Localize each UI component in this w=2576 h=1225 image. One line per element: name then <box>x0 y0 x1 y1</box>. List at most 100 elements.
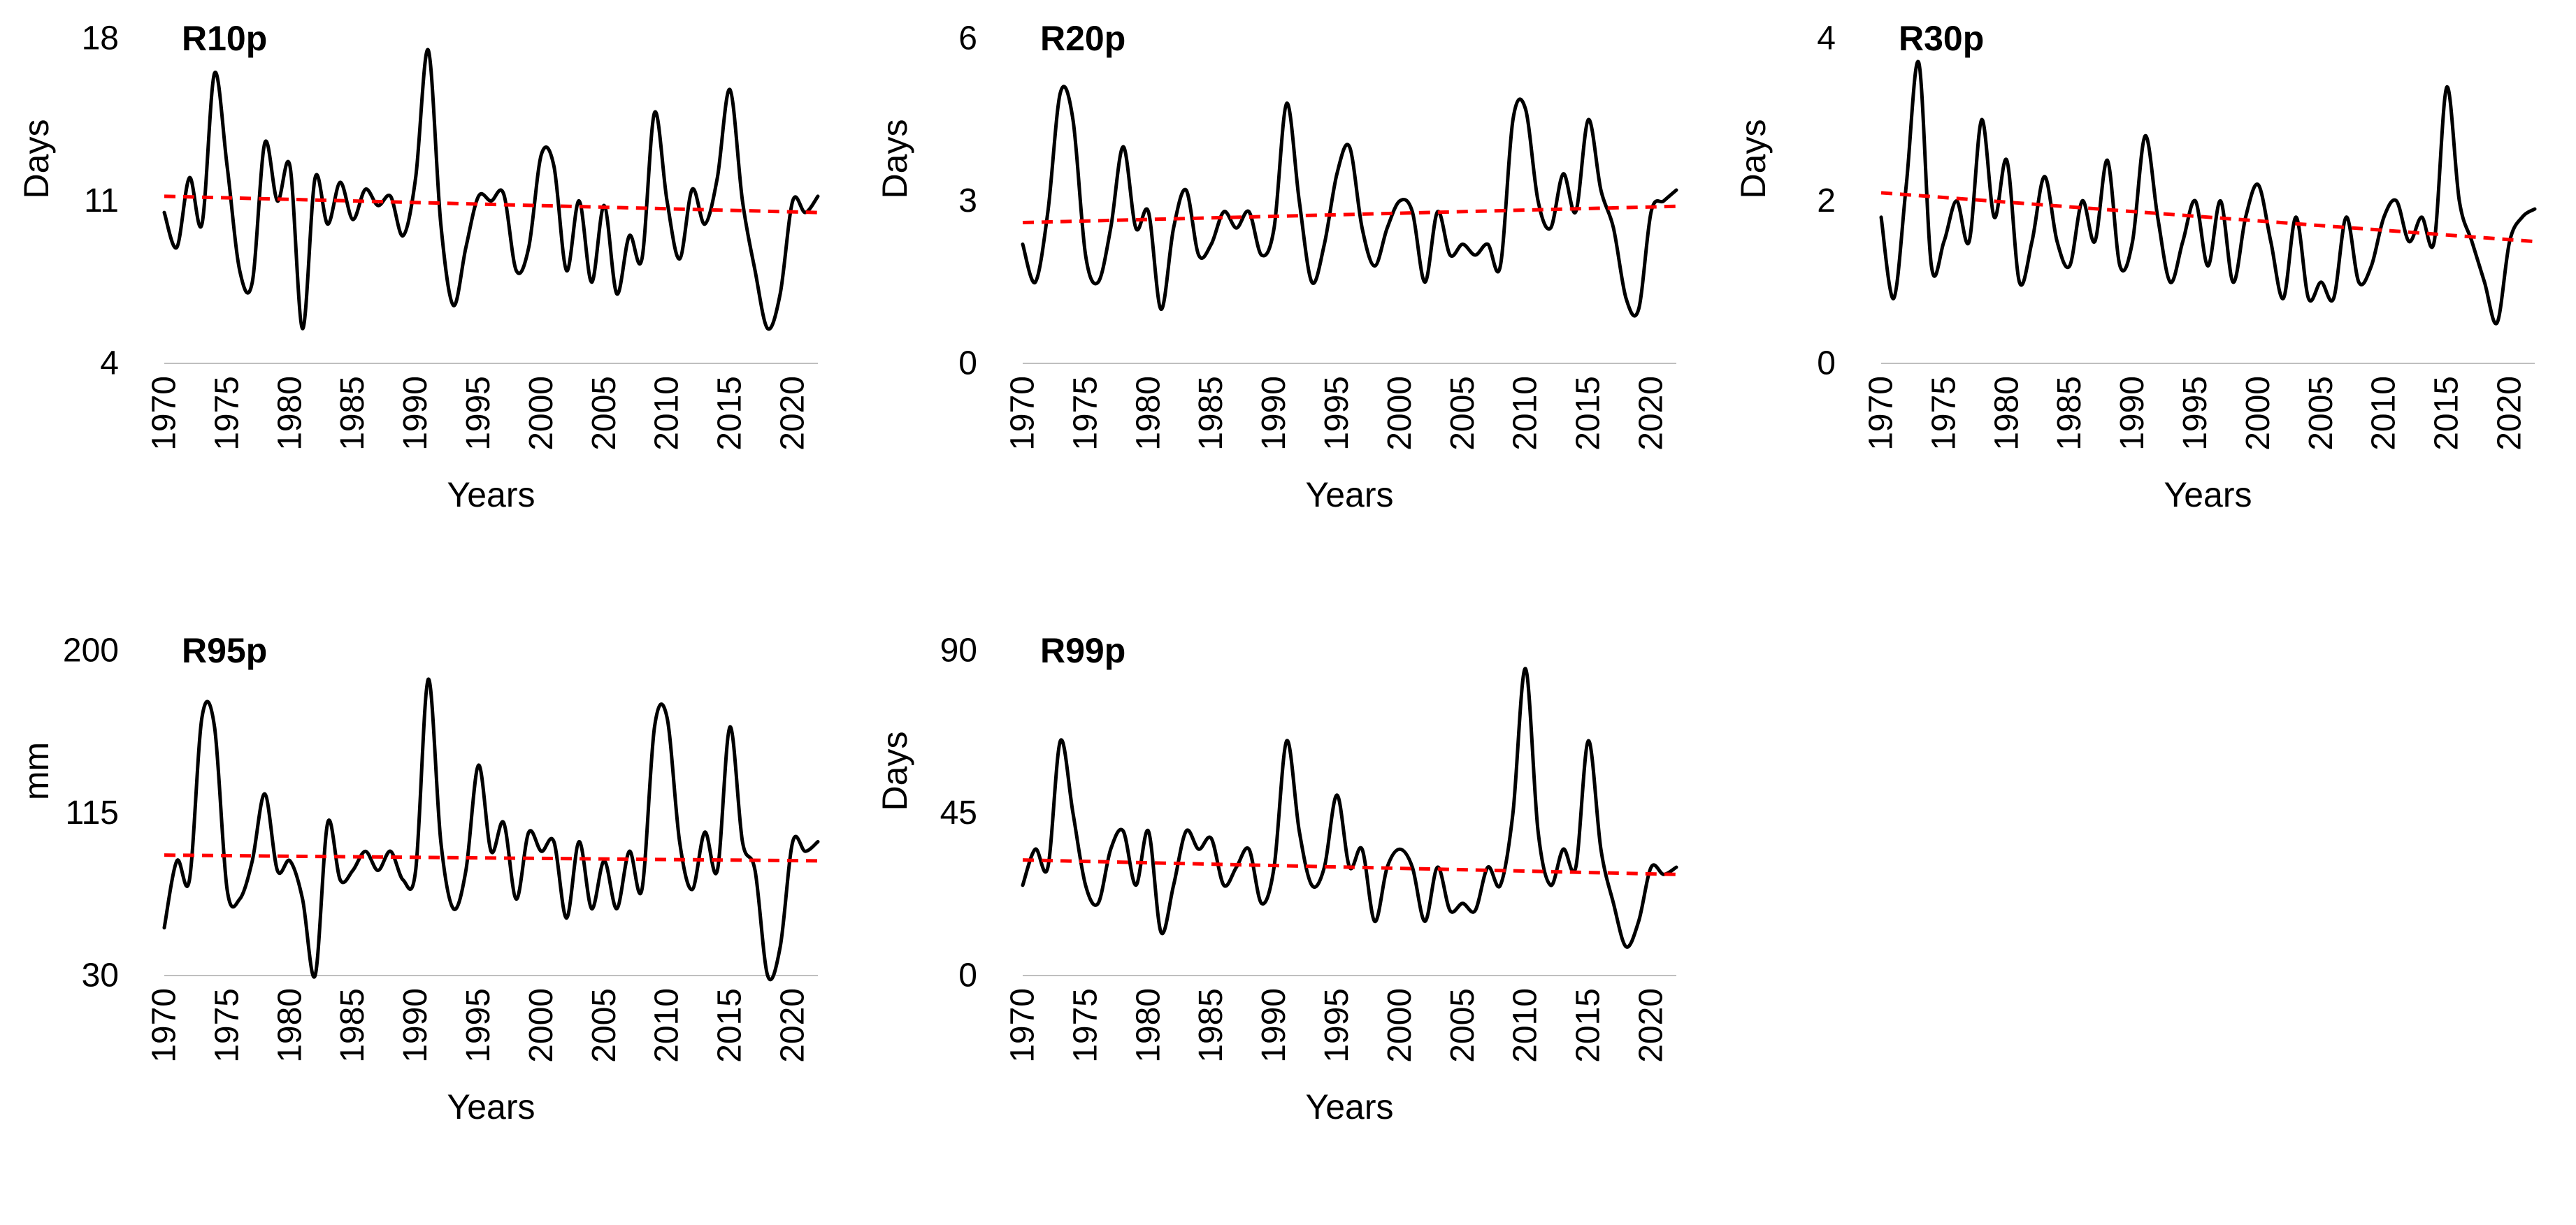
x-tick-label: 2020 <box>775 988 812 1063</box>
x-tick-label: 1970 <box>146 376 183 451</box>
series-line <box>1021 667 1678 949</box>
x-tick-label: 1995 <box>1318 988 1355 1063</box>
trend-line <box>164 194 819 215</box>
x-axis-title: Years <box>1305 1087 1393 1126</box>
series-line <box>1879 59 2537 326</box>
y-tick-label: 2 <box>1817 182 1836 219</box>
x-tick-label: 1990 <box>2114 376 2151 451</box>
x-tick-label: 1995 <box>460 988 497 1063</box>
y-axis-title: Days <box>17 119 56 199</box>
x-tick-label: 2015 <box>712 376 749 451</box>
y-tick-label: 3 <box>958 182 977 219</box>
x-tick-label: 2015 <box>1570 376 1607 451</box>
y-tick-label: 0 <box>958 957 977 994</box>
x-tick-label: 1980 <box>1988 376 2025 451</box>
x-tick-label: 1980 <box>271 376 308 451</box>
y-tick-label: 0 <box>958 345 977 382</box>
x-tick-label: 2020 <box>775 376 812 451</box>
x-tick-label: 1970 <box>1863 376 1900 451</box>
x-tick-label: 1970 <box>1005 376 1042 451</box>
x-tick-label: 1985 <box>334 376 371 451</box>
series-line <box>162 48 820 331</box>
trend-line <box>1022 858 1677 876</box>
x-tick-label: 1985 <box>2051 376 2088 451</box>
y-tick-label: 4 <box>1817 20 1836 57</box>
x-tick-label: 2020 <box>1633 988 1670 1063</box>
chart-title: R95p <box>182 631 267 670</box>
x-tick-label: 2005 <box>1444 376 1481 451</box>
y-tick-label: 45 <box>940 795 977 832</box>
y-tick-label: 18 <box>82 20 119 57</box>
x-tick-label: 2000 <box>1381 376 1418 451</box>
x-tick-label: 1990 <box>397 376 434 451</box>
x-tick-label: 1980 <box>271 988 308 1063</box>
x-tick-label: 1995 <box>2177 376 2214 451</box>
x-tick-label: 1995 <box>460 376 497 451</box>
y-tick-label: 115 <box>65 795 119 832</box>
y-tick-label: 200 <box>63 632 119 669</box>
x-tick-label: 1980 <box>1130 376 1167 451</box>
x-tick-label: 1995 <box>1318 376 1355 451</box>
x-tick-label: 2000 <box>1381 988 1418 1063</box>
x-tick-label: 2000 <box>523 988 560 1063</box>
x-tick-label: 2010 <box>649 376 686 451</box>
y-axis-title: Days <box>875 119 914 199</box>
y-tick-label: 4 <box>100 345 119 382</box>
x-tick-label: 1970 <box>146 988 183 1063</box>
x-tick-label: 1975 <box>1925 376 1962 451</box>
x-tick-label: 2010 <box>1507 376 1544 451</box>
chart-title: R20p <box>1040 19 1125 58</box>
x-tick-label: 2010 <box>649 988 686 1063</box>
chart-title: R10p <box>182 19 267 58</box>
x-axis-title: Years <box>447 475 535 514</box>
y-tick-label: 0 <box>1817 345 1836 382</box>
x-tick-label: 1975 <box>1067 376 1104 451</box>
x-tick-label: 2010 <box>2366 376 2403 451</box>
y-axis-title: mm <box>17 742 56 800</box>
chart-r10p: 4 11 18 R10p Days 1970 1975 1980 1985 1990 1995 200… <box>0 0 858 612</box>
empty-cell <box>1717 612 2575 1225</box>
x-axis-title: Years <box>447 1087 535 1126</box>
x-tick-label: 1975 <box>208 376 245 451</box>
chart-r95p: 30 115 200 R95p mm 1970 1975 1980 1985 1990 1995 20… <box>0 612 858 1225</box>
trend-line <box>164 853 819 863</box>
y-axis-title: Days <box>875 732 914 811</box>
x-tick-label: 2015 <box>712 988 749 1063</box>
x-tick-label: 1990 <box>397 988 434 1063</box>
x-tick-label: 1985 <box>1193 988 1230 1063</box>
chart-title: R99p <box>1040 631 1125 670</box>
x-tick-label: 2000 <box>2240 376 2277 451</box>
x-tick-label: 2015 <box>1570 988 1607 1063</box>
y-tick-label: 30 <box>82 957 119 994</box>
x-tick-label: 2005 <box>1444 988 1481 1063</box>
x-tick-label: 2010 <box>1507 988 1544 1063</box>
chart-canvas: 30 115 200 R95p mm 1970 1975 1980 1985 1990 1995 20… <box>17 631 820 1126</box>
chart-r30p: 0 2 4 R30p Days 1970 1975 1980 1985 1990 1995 2000 2… <box>1717 0 2575 612</box>
chart-r20p: 0 3 6 R20p Days 1970 1975 1980 1985 1990 1995 2000 2… <box>858 0 1717 612</box>
chart-title: R30p <box>1899 19 1984 58</box>
chart-canvas: 0 3 6 R20p Days 1970 1975 1980 1985 1990 1995 2000 2… <box>875 19 1678 514</box>
x-tick-label: 1985 <box>1193 376 1230 451</box>
y-tick-label: 11 <box>84 182 119 219</box>
series-line <box>162 677 820 982</box>
x-tick-label: 1970 <box>1005 988 1042 1063</box>
x-tick-label: 2020 <box>2491 376 2528 451</box>
chart-canvas: 0 2 4 R30p Days 1970 1975 1980 1985 1990 1995 2000 2… <box>1734 19 2537 514</box>
x-tick-label: 1990 <box>1255 988 1293 1063</box>
chart-canvas: 4 11 18 R10p Days 1970 1975 1980 1985 1990 1995 200… <box>17 19 820 514</box>
y-tick-label: 6 <box>958 20 977 57</box>
x-tick-label: 2000 <box>523 376 560 451</box>
chart-r99p: 0 45 90 R99p Days 1970 1975 1980 1985 1990 1995 200… <box>858 612 1717 1225</box>
chart-canvas: 0 45 90 R99p Days 1970 1975 1980 1985 1990 1995 200… <box>875 631 1678 1126</box>
x-axis-title: Years <box>2164 475 2252 514</box>
x-tick-label: 2005 <box>586 988 623 1063</box>
x-tick-label: 2015 <box>2429 376 2466 451</box>
x-tick-label: 1975 <box>208 988 245 1063</box>
x-tick-label: 1980 <box>1130 988 1167 1063</box>
x-tick-label: 1990 <box>1255 376 1293 451</box>
x-tick-label: 2005 <box>586 376 623 451</box>
series-line <box>1021 85 1678 318</box>
trend-line <box>1022 204 1677 224</box>
y-axis-title: Days <box>1734 119 1773 199</box>
trend-line <box>1880 191 2535 244</box>
